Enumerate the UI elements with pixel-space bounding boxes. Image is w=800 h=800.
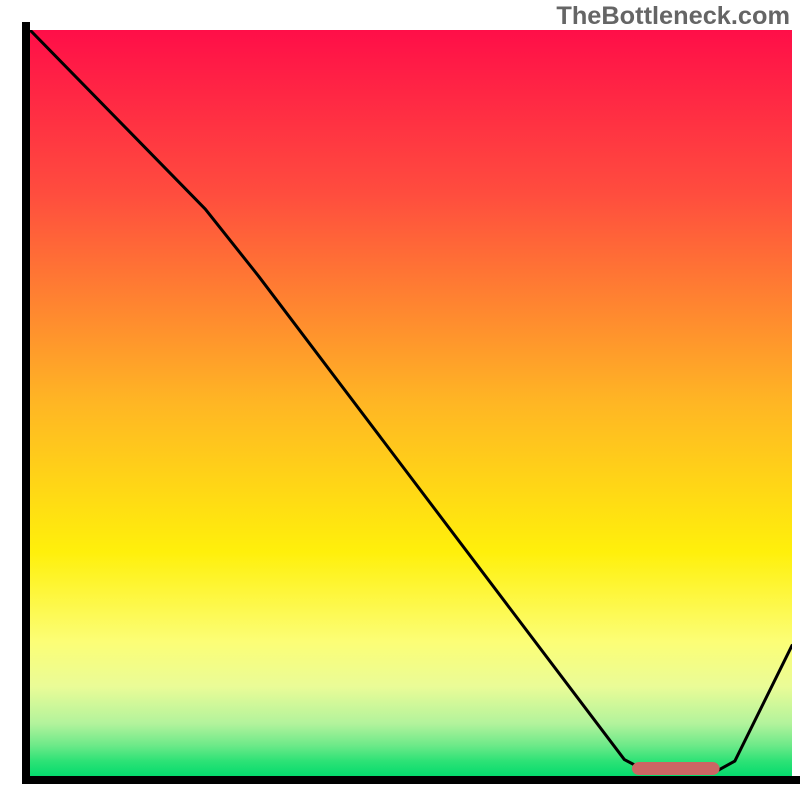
- x-axis-line: [22, 776, 800, 784]
- optimal-range-marker: [632, 762, 720, 775]
- y-axis-line: [22, 22, 30, 784]
- plot-svg: [30, 30, 792, 776]
- plot-area: [30, 30, 792, 776]
- chart-root: TheBottleneck.com: [0, 0, 800, 800]
- watermark-text: TheBottleneck.com: [556, 2, 790, 31]
- gradient-background: [30, 30, 792, 776]
